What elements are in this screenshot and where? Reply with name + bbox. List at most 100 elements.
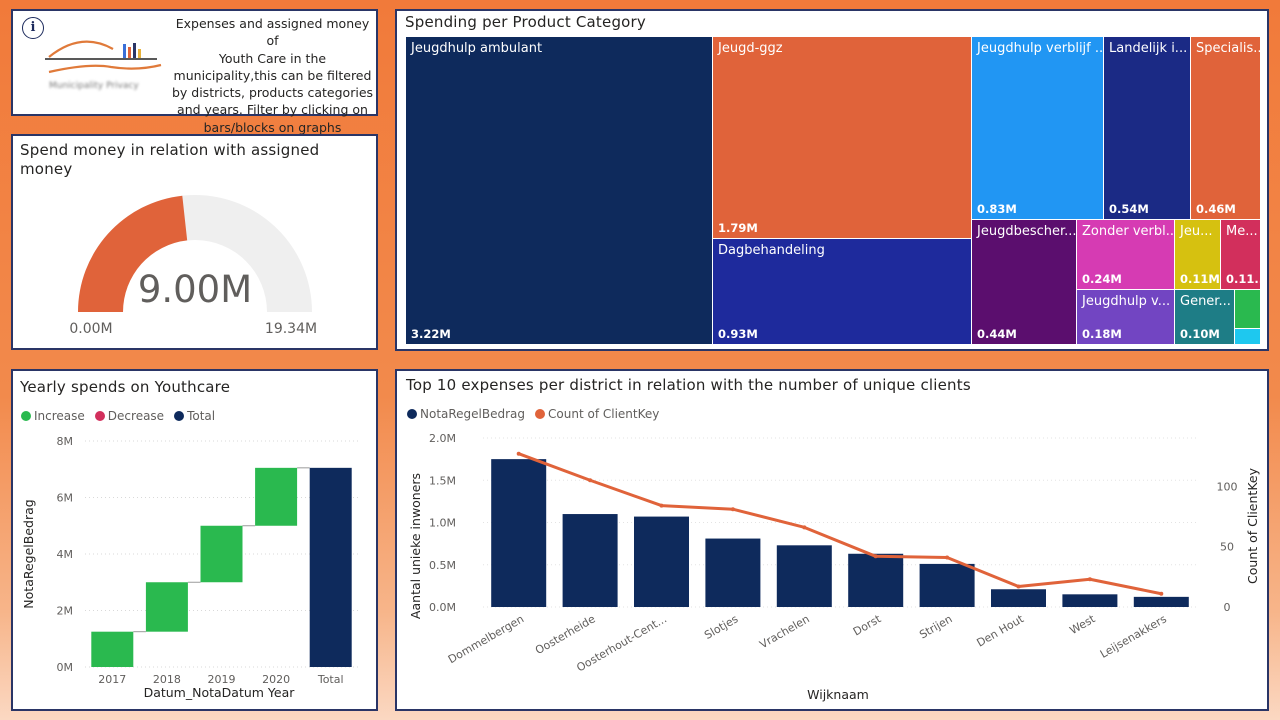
treemap-block-label: Jeugdhulp v... [1082, 294, 1171, 309]
y2-tick-label: 50 [1220, 541, 1234, 554]
y2-tick-label: 0 [1224, 601, 1231, 614]
x-tick-label: 2018 [153, 673, 181, 686]
info-text-line: Youth Care in the [218, 50, 327, 66]
combo-x-axis-title: Wijknaam [807, 687, 869, 702]
treemap-block-value: 0.11M [1180, 272, 1220, 286]
treemap-block-label: Gener... [1180, 294, 1231, 309]
treemap-block[interactable]: Specialis... 0.46M [1191, 37, 1261, 220]
client-count-point[interactable] [873, 554, 878, 559]
treemap-block[interactable]: Zonder verbl... 0.24M [1077, 220, 1175, 290]
treemap-block-label: Dagbehandeling [718, 243, 825, 258]
district-bar[interactable] [634, 516, 689, 607]
treemap-block-value: 0.18M [1082, 327, 1122, 341]
district-bar[interactable] [776, 545, 832, 607]
legend-label: Total [187, 409, 216, 423]
district-bar[interactable] [705, 538, 761, 607]
legend-notaregelbedrag[interactable]: NotaRegelBedrag [407, 407, 525, 421]
x-tick-label: Dommelbergen [446, 612, 526, 666]
waterfall-bar[interactable] [200, 525, 243, 583]
treemap-block-value: 0.24M [1082, 272, 1122, 286]
x-tick-label: West [1067, 612, 1098, 637]
legend-dot [174, 411, 185, 421]
logo-caption: Municipality Privacy [49, 81, 139, 91]
gauge-value: 9.00M [138, 268, 252, 311]
combo-legend: NotaRegelBedrag Count of ClientKey [407, 407, 659, 421]
legend-dot [535, 409, 546, 419]
district-bar[interactable] [919, 563, 975, 607]
client-count-point[interactable] [802, 525, 807, 530]
treemap-block-value: 0.93M [718, 327, 758, 341]
legend-dot [407, 409, 417, 419]
x-tick-label: Slotjes [702, 612, 740, 642]
treemap-block[interactable]: Jeugdhulp v... 0.18M [1077, 290, 1175, 345]
gauge-fill[interactable] [78, 195, 188, 312]
treemap-block[interactable] [1235, 290, 1261, 329]
treemap-block[interactable]: Jeugd-ggz 1.79M [713, 37, 972, 239]
treemap-title: Spending per Product Category [405, 13, 646, 31]
client-count-point[interactable] [945, 555, 950, 560]
treemap-block[interactable]: Jeu... 0.11M [1175, 220, 1221, 290]
client-count-point[interactable] [1159, 591, 1164, 596]
district-bar[interactable] [562, 514, 618, 607]
y-tick-label: 8M [57, 435, 74, 448]
waterfall-bar[interactable] [91, 631, 134, 667]
waterfall-chart[interactable]: 0M 2M 4M 6M 8M 2017 2018 2019 2020 Total NotaReg… [13, 429, 376, 709]
waterfall-bar[interactable] [309, 467, 352, 667]
legend-decrease[interactable]: Decrease [94, 409, 164, 423]
district-bar[interactable] [491, 459, 547, 607]
client-count-point[interactable] [516, 451, 521, 456]
district-bar[interactable] [848, 553, 904, 607]
district-bar[interactable] [1062, 594, 1118, 607]
y2-tick-label: 100 [1217, 480, 1238, 493]
treemap-block[interactable]: Jeugdbescher... 0.44M [972, 220, 1077, 345]
legend-count-clientkey[interactable]: Count of ClientKey [535, 407, 659, 421]
legend-label: Increase [34, 409, 85, 423]
treemap-block[interactable]: Me... 0.11... [1221, 220, 1261, 290]
treemap-block[interactable]: Jeugdhulp ambulant 3.22M [406, 37, 713, 345]
legend-total[interactable]: Total [174, 409, 215, 423]
treemap-block-label: Zonder verbl... [1082, 224, 1175, 239]
district-bar[interactable] [991, 589, 1046, 607]
y-tick-label: 1.0M [429, 517, 456, 530]
client-count-point[interactable] [730, 507, 735, 512]
x-tick-label: 2017 [98, 673, 126, 686]
info-text-line: Expenses and assigned money of [175, 16, 370, 49]
combo-y-axis-title: Aantal unieke inwoners [408, 473, 423, 619]
treemap-block-label: Me... [1226, 224, 1258, 239]
client-count-point[interactable] [1016, 584, 1021, 589]
combo-chart[interactable]: 0.0M 0.5M 1.0M 1.5M 2.0M 0 50 100 Dommelbergen O… [397, 426, 1267, 711]
treemap-chart[interactable]: Jeugdhulp ambulant 3.22M Jeugd-ggz 1.79M Dag… [406, 37, 1261, 345]
combo-title: Top 10 expenses per district in relation… [406, 376, 971, 394]
info-text-line: municipality,this can be filtered [173, 67, 372, 83]
gauge-chart[interactable]: 9.00M 0.00M 19.34M [13, 184, 376, 344]
treemap-block-value: 3.22M [411, 327, 451, 341]
client-count-point[interactable] [1087, 577, 1092, 582]
combo-card: Top 10 expenses per district in relation… [395, 369, 1269, 711]
combo-y2-axis-title: Count of ClientKey [1245, 467, 1260, 584]
client-count-point[interactable] [588, 478, 593, 483]
waterfall-bar[interactable] [255, 467, 298, 526]
waterfall-bar[interactable] [145, 582, 188, 632]
y-tick-label: 6M [57, 492, 74, 505]
info-icon[interactable]: i [22, 17, 44, 39]
waterfall-legend: Increase Decrease Total [21, 409, 215, 423]
legend-dot [21, 411, 31, 421]
treemap-block-label: Jeugd-ggz [718, 41, 783, 56]
client-count-line[interactable] [518, 452, 1162, 596]
legend-increase[interactable]: Increase [21, 409, 85, 423]
client-count-point[interactable] [659, 503, 664, 508]
treemap-block[interactable]: Landelijk i... 0.54M [1104, 37, 1191, 220]
district-bar[interactable] [1133, 596, 1189, 607]
treemap-block-label: Jeugdhulp verblijf ... [977, 41, 1104, 56]
treemap-block[interactable]: Dagbehandeling 0.93M [713, 239, 972, 345]
gauge-title-line1: Spend money in relation with assigned [20, 141, 320, 159]
treemap-block[interactable]: Gener... 0.10M [1175, 290, 1235, 345]
treemap-block[interactable] [1235, 329, 1261, 345]
gauge-card[interactable]: Spend money in relation with assigned mo… [11, 134, 378, 350]
treemap-block[interactable]: Jeugdhulp verblijf ... 0.83M [972, 37, 1104, 220]
y-tick-label: 2.0M [429, 432, 456, 445]
x-tick-label: Strijen [917, 612, 954, 641]
treemap-block-value: 0.10M [1180, 327, 1220, 341]
x-tick-label: 2019 [208, 673, 236, 686]
x-tick-label: Dorst [851, 612, 884, 638]
